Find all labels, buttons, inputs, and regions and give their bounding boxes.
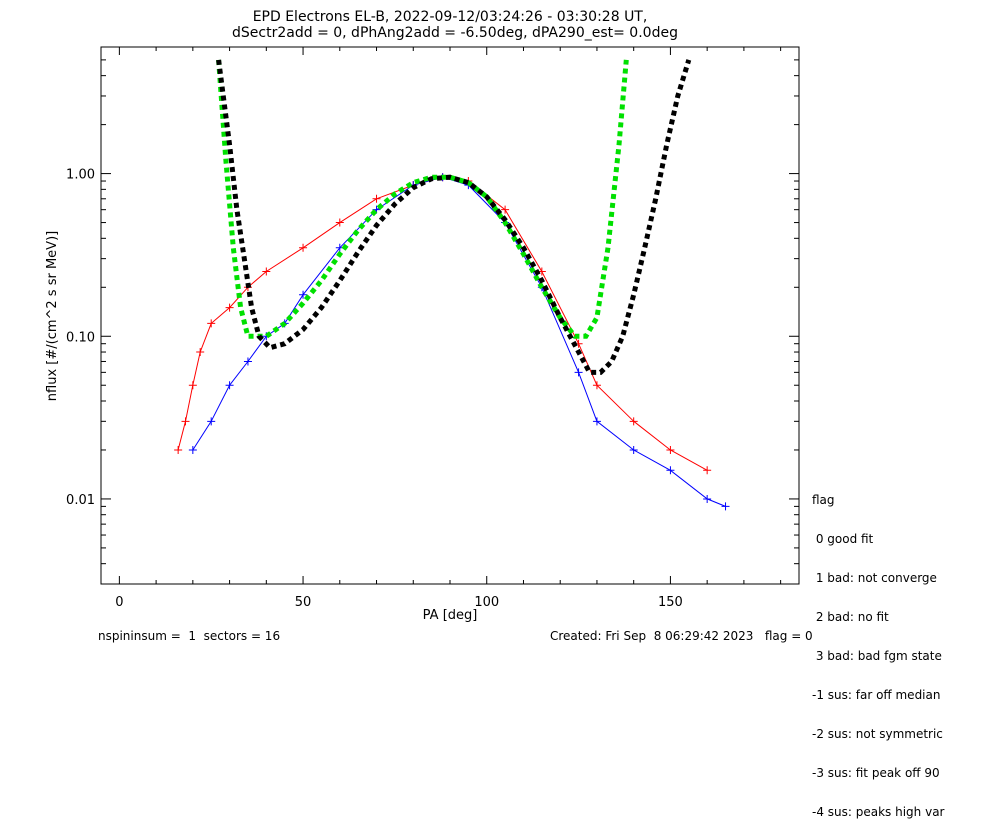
chart-title: EPD Electrons EL-B, 2022-09-12/03:24:26 … xyxy=(253,9,648,25)
data-point-1-3 xyxy=(243,357,252,366)
data-point-1-15 xyxy=(592,417,601,426)
data-point-0-7 xyxy=(262,267,271,276)
data-point-0-4 xyxy=(207,319,216,328)
data-point-0-0 xyxy=(174,445,183,454)
plot-frame xyxy=(100,46,800,585)
y-axis-label: nflux [#/(cm^2 s sr MeV)] xyxy=(45,231,60,401)
y-tick-label: 1.00 xyxy=(66,168,95,183)
data-point-0-10 xyxy=(372,194,381,203)
data-point-1-2 xyxy=(225,381,234,390)
series-line-1 xyxy=(192,176,726,507)
legend-entry: -1 sus: far off median xyxy=(812,688,941,702)
series-line-3 xyxy=(216,59,692,375)
data-point-1-17 xyxy=(666,466,675,475)
x-axis-label: PA [deg] xyxy=(423,608,478,623)
legend-entry: -2 sus: not symmetric xyxy=(812,727,943,741)
x-tick-label: 150 xyxy=(658,595,683,610)
legend-entry: 2 bad: no fit xyxy=(812,610,889,624)
data-point-0-5 xyxy=(225,303,234,312)
data-point-1-1 xyxy=(207,417,216,426)
data-point-0-18 xyxy=(629,417,638,426)
data-point-1-18 xyxy=(703,494,712,503)
chart-subtitle: dSectr2add = 0, dPhAng2add = -6.50deg, d… xyxy=(232,25,678,41)
data-point-1-14 xyxy=(574,368,583,377)
data-point-1-16 xyxy=(629,445,638,454)
data-point-0-1 xyxy=(181,417,190,426)
data-point-1-6 xyxy=(299,290,308,299)
legend-entry: 1 bad: not converge xyxy=(812,571,937,585)
x-tick-label: 0 xyxy=(115,595,123,610)
data-point-1-0 xyxy=(188,445,197,454)
x-tick-label: 50 xyxy=(295,595,312,610)
data-point-0-19 xyxy=(666,445,675,454)
flag-legend: flag 0 good fit 1 bad: not converge 2 ba… xyxy=(812,468,944,832)
data-point-0-2 xyxy=(188,381,197,390)
data-point-0-17 xyxy=(592,381,601,390)
footer-right: Created: Fri Sep 8 06:29:42 2023 flag = … xyxy=(550,629,813,643)
series-line-2 xyxy=(216,59,629,339)
data-point-0-8 xyxy=(299,243,308,252)
data-point-0-9 xyxy=(335,218,344,227)
legend-entry: -3 sus: fit peak off 90 xyxy=(812,766,940,780)
data-point-1-19 xyxy=(721,502,730,511)
legend-entry: 0 good fit xyxy=(812,532,874,546)
legend-title: flag xyxy=(812,493,835,507)
legend-entry: 3 bad: bad fgm state xyxy=(812,649,942,663)
footer-left: nspininsum = 1 sectors = 16 xyxy=(98,629,281,643)
x-tick-label: 100 xyxy=(474,595,499,610)
data-point-0-3 xyxy=(196,348,205,357)
data-point-0-14 xyxy=(501,205,510,214)
y-tick-label: 0.10 xyxy=(66,330,95,345)
y-tick-label: 0.01 xyxy=(66,493,95,508)
legend-entry: -4 sus: peaks high var xyxy=(812,805,945,819)
chart: EPD Electrons EL-B, 2022-09-12/03:24:26 … xyxy=(45,9,800,623)
data-point-0-20 xyxy=(703,466,712,475)
